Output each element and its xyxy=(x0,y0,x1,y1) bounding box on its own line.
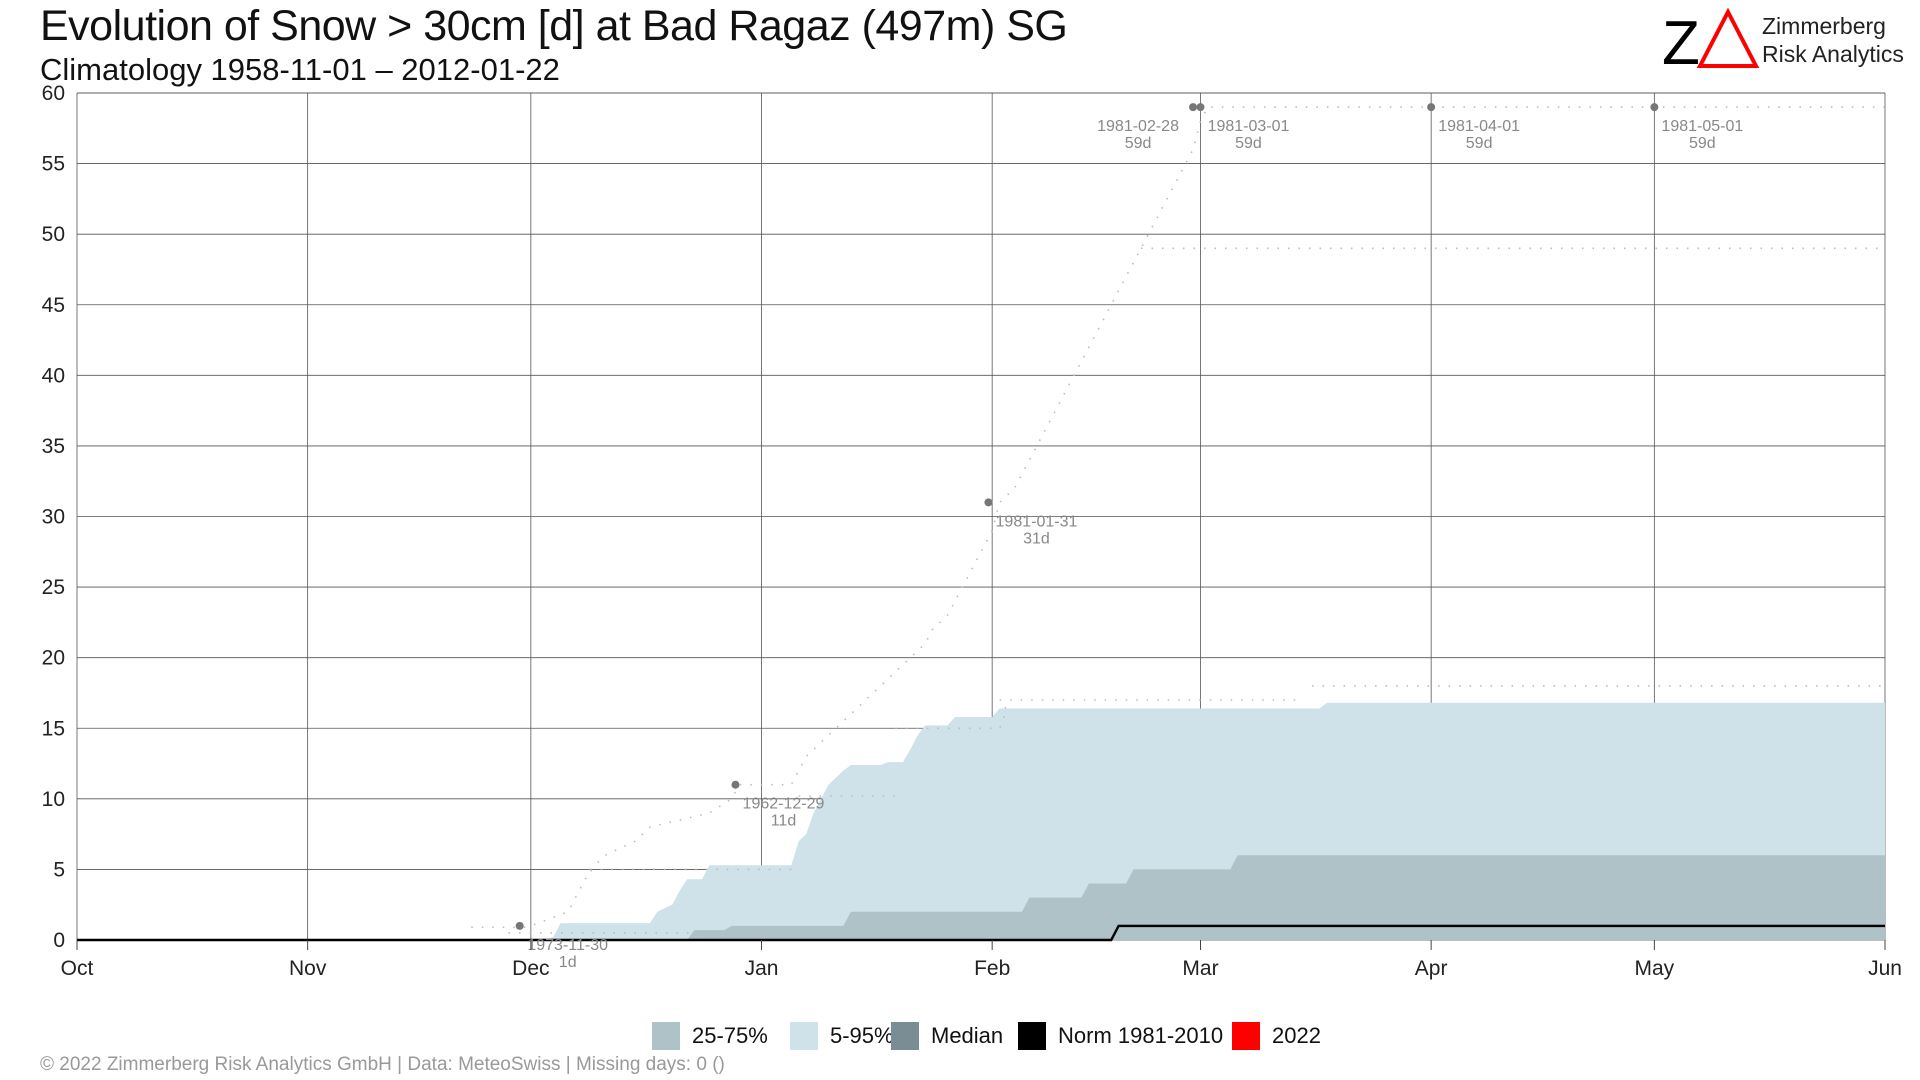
chart-title: Evolution of Snow > 30cm [d] at Bad Raga… xyxy=(40,2,1068,50)
chart-subtitle: Climatology 1958-11-01 – 2012-01-22 xyxy=(40,52,560,87)
record-point xyxy=(1650,103,1659,112)
record-point xyxy=(1196,103,1205,112)
x-tick-label: Nov xyxy=(289,957,327,980)
legend-item: 5-95% xyxy=(790,1018,894,1054)
legend-item: Median xyxy=(891,1018,1003,1054)
y-tick-label: 10 xyxy=(42,788,65,811)
x-axis-labels: Oct Nov Dec Jan Feb Mar Apr May Jun xyxy=(61,940,1902,980)
y-tick-label: 35 xyxy=(42,435,65,458)
logo-text: Zimmerberg Risk Analytics xyxy=(1762,12,1904,68)
legend-label: 5-95% xyxy=(830,1023,894,1048)
y-tick-label: 15 xyxy=(42,717,65,740)
record-max-line xyxy=(471,106,1885,929)
legend-label: 2022 xyxy=(1272,1023,1321,1048)
logo-line2: Risk Analytics xyxy=(1762,41,1904,67)
record-point xyxy=(984,498,993,507)
record-value-label: 11d xyxy=(771,813,797,830)
record-value-label: 59d xyxy=(1235,135,1262,152)
record-value-label: 59d xyxy=(1466,135,1493,152)
x-tick-label: Jun xyxy=(1868,957,1902,980)
record-date-label: 1981-03-01 xyxy=(1208,118,1290,135)
y-tick-label: 40 xyxy=(42,364,65,387)
legend-label: 25-75% xyxy=(692,1023,768,1048)
record-point xyxy=(731,780,740,789)
legend-item: 2022 xyxy=(1232,1018,1321,1054)
x-tick-label: Apr xyxy=(1415,957,1448,980)
x-tick-label: May xyxy=(1635,957,1675,980)
legend-swatch xyxy=(1018,1022,1046,1050)
y-tick-label: 45 xyxy=(42,294,65,317)
record-date-label: 1973-11-30 xyxy=(527,937,608,954)
legend-swatch xyxy=(1232,1022,1260,1050)
record-value-label: 31d xyxy=(1023,530,1050,547)
legend-item: Norm 1981-2010 xyxy=(1018,1018,1223,1054)
record-point xyxy=(515,921,524,930)
legend-label: Norm 1981-2010 xyxy=(1058,1023,1224,1048)
record-point xyxy=(1189,103,1198,112)
record-date-label: 1962-12-29 xyxy=(743,796,825,813)
y-tick-label: 5 xyxy=(53,858,65,881)
y-tick-label: 25 xyxy=(42,576,65,599)
y-tick-label: 50 xyxy=(42,223,65,246)
line-norm-1981-2010 xyxy=(77,924,1885,942)
x-tick-label: Dec xyxy=(512,957,549,980)
legend-swatch xyxy=(891,1022,919,1050)
logo-mark-icon: Z xyxy=(1662,8,1760,72)
record-date-label: 1981-02-28 xyxy=(1097,118,1179,135)
y-axis-labels: 0 5 10 15 20 25 30 35 40 45 50 55 60 xyxy=(42,82,65,952)
record-value-label: 59d xyxy=(1125,135,1152,152)
x-tick-label: Jan xyxy=(745,957,779,980)
legend-swatch xyxy=(652,1022,680,1050)
legend-swatch xyxy=(790,1022,818,1050)
y-tick-label: 20 xyxy=(42,647,65,670)
y-tick-label: 30 xyxy=(42,506,65,529)
y-tick-label: 60 xyxy=(42,82,65,105)
record-dotted-lines xyxy=(471,106,1885,934)
logo-delta-icon xyxy=(1696,8,1760,68)
legend-label: Median xyxy=(931,1023,1004,1048)
record-point xyxy=(1427,103,1436,112)
y-tick-label: 0 xyxy=(53,929,65,952)
logo-line1: Zimmerberg xyxy=(1762,13,1886,39)
legend-item: 25-75% xyxy=(652,1018,768,1054)
company-logo: Z Zimmerberg Risk Analytics xyxy=(1662,8,1904,72)
record-value-label: 1d xyxy=(559,954,577,971)
record-date-label: 1981-05-01 xyxy=(1661,118,1743,135)
y-tick-label: 55 xyxy=(42,153,65,176)
band-25-75- xyxy=(687,855,1885,940)
x-tick-label: Mar xyxy=(1182,957,1218,980)
logo-z-glyph: Z xyxy=(1662,9,1700,72)
record-date-label: 1981-04-01 xyxy=(1438,118,1520,135)
record-value-label: 59d xyxy=(1689,135,1716,152)
x-tick-label: Feb xyxy=(974,957,1010,980)
record-date-label: 1981-01-31 xyxy=(996,513,1078,530)
footer-credits: © 2022 Zimmerberg Risk Analytics GmbH | … xyxy=(40,1054,725,1075)
x-tick-label: Oct xyxy=(61,957,94,980)
legend: 25-75% 5-95% Median Norm 1981-2010 2022 xyxy=(0,1018,1920,1054)
